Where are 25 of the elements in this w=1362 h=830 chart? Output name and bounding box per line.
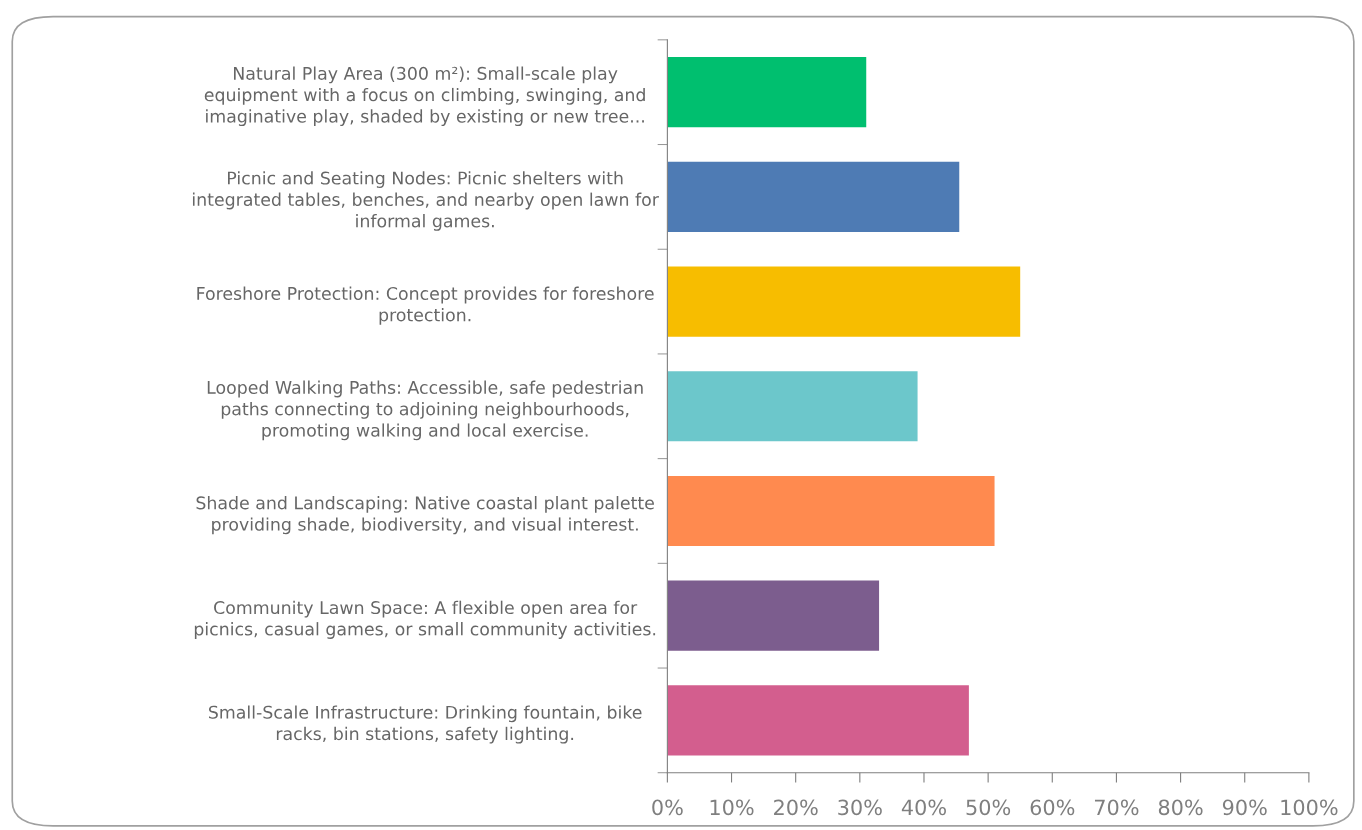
y-tick-label: Small-Scale Infrastructure: Drinking fountain, bike racks, bin stations, safety lighting. — [208, 705, 642, 744]
x-tick-label: 70% — [1094, 799, 1139, 816]
bar — [667, 580, 880, 651]
bar — [667, 371, 918, 442]
x-tick-label: 80% — [1158, 799, 1203, 816]
y-tick-label: Community Lawn Space: A flexible open area for picnics, casual games, or small community activities. — [194, 600, 656, 639]
x-tick-label: 90% — [1222, 799, 1267, 816]
y-tick-label: Natural Play Area (300 m²): Small-scale play equipment with a focus on climbing, swinging, and imaginative play, shaded by existing or new tree... — [204, 66, 645, 127]
x-tick-label: 60% — [1030, 799, 1075, 816]
x-tick-label: 40% — [901, 799, 946, 816]
bar — [667, 57, 867, 128]
y-tick-label: Shade and Landscaping: Native coastal plant palette providing shade, biodiversity, and visual interest. — [196, 495, 654, 535]
y-tick-label: Picnic and Seating Nodes: Picnic shelters with integrated tables, benches, and nearby open lawn for informal games. — [192, 171, 659, 231]
bar — [667, 161, 960, 232]
x-tick-label: 100% — [1281, 799, 1338, 816]
bar — [667, 475, 995, 547]
bar — [667, 266, 1021, 337]
x-tick-label: 50% — [966, 799, 1011, 816]
x-tick-label: 10% — [710, 799, 754, 816]
y-tick-label: Foreshore Protection: Concept provides for foreshore protection. — [197, 286, 654, 325]
y-tick-label: Looped Walking Paths: Accessible, safe pedestrian paths connecting to adjoining neighbourhoods, promoting walking and local exercise. — [207, 380, 643, 441]
bar — [667, 685, 969, 756]
x-tick-label: 30% — [838, 799, 882, 816]
x-tick-label: 0% — [652, 799, 683, 816]
x-tick-label: 20% — [774, 799, 818, 816]
